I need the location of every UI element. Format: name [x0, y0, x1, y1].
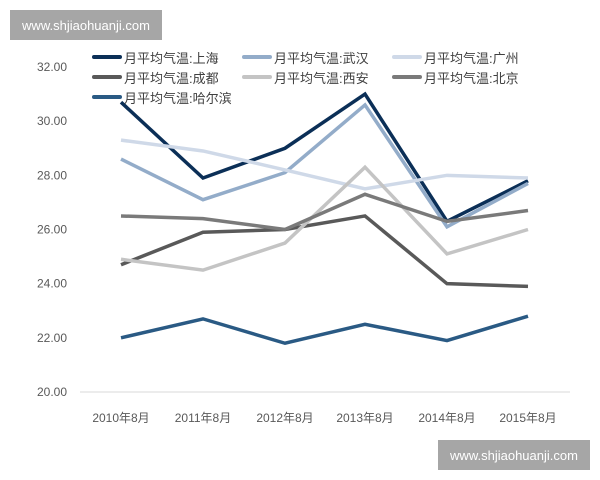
x-tick-label: 2011年8月 [175, 411, 231, 425]
legend: 月平均气温:上海 月平均气温:武汉 月平均气温:广州月平均气温:成都 月平均气温:西安… [92, 48, 562, 106]
legend-swatch [392, 75, 422, 79]
series-line [119, 91, 529, 224]
x-tick-label: 2015年8月 [499, 411, 556, 425]
x-tick-label: 2012年8月 [256, 411, 313, 425]
y-tick-label: 24.00 [37, 277, 67, 291]
legend-item: 月平均气温:西安 [242, 68, 392, 86]
watermark-bottom: www.shjiaohuanji.com [438, 440, 590, 470]
legend-item: 月平均气温:哈尔滨 [92, 88, 242, 106]
legend-label: 月平均气温:西安 [274, 70, 369, 86]
x-tick-label: 2010年8月 [92, 411, 149, 425]
legend-item: 月平均气温:广州 [392, 48, 542, 66]
legend-item: 月平均气温:上海 [92, 48, 242, 66]
y-tick-label: 28.00 [37, 168, 67, 182]
legend-item: 月平均气温:成都 [92, 68, 242, 86]
legend-item: 月平均气温:北京 [392, 68, 542, 86]
legend-swatch [242, 55, 272, 59]
y-tick-label: 20.00 [37, 385, 67, 399]
x-tick-label: 2013年8月 [336, 411, 393, 425]
legend-swatch [92, 75, 122, 79]
legend-label: 月平均气温:成都 [124, 70, 219, 86]
legend-swatch [242, 75, 272, 79]
legend-label: 月平均气温:哈尔滨 [124, 90, 232, 106]
legend-label: 月平均气温:武汉 [274, 50, 369, 66]
series-line [120, 138, 529, 191]
legend-label: 月平均气温:上海 [124, 50, 219, 66]
legend-label: 月平均气温:广州 [424, 50, 519, 66]
watermark-top: www.shjiaohuanji.com [10, 10, 162, 40]
series-line [120, 214, 529, 289]
series-line [120, 314, 529, 346]
legend-swatch [92, 55, 122, 59]
legend-item: 月平均气温:武汉 [242, 48, 392, 66]
y-tick-label: 30.00 [37, 114, 67, 128]
series-line [120, 164, 529, 272]
y-tick-label: 22.00 [37, 331, 67, 345]
y-tick-label: 26.00 [37, 223, 67, 237]
legend-label: 月平均气温:北京 [424, 70, 519, 86]
x-tick-label: 2014年8月 [418, 411, 475, 425]
y-tick-label: 32.00 [37, 60, 67, 74]
legend-swatch [392, 55, 422, 59]
legend-swatch [92, 95, 122, 99]
series-line [120, 192, 529, 232]
